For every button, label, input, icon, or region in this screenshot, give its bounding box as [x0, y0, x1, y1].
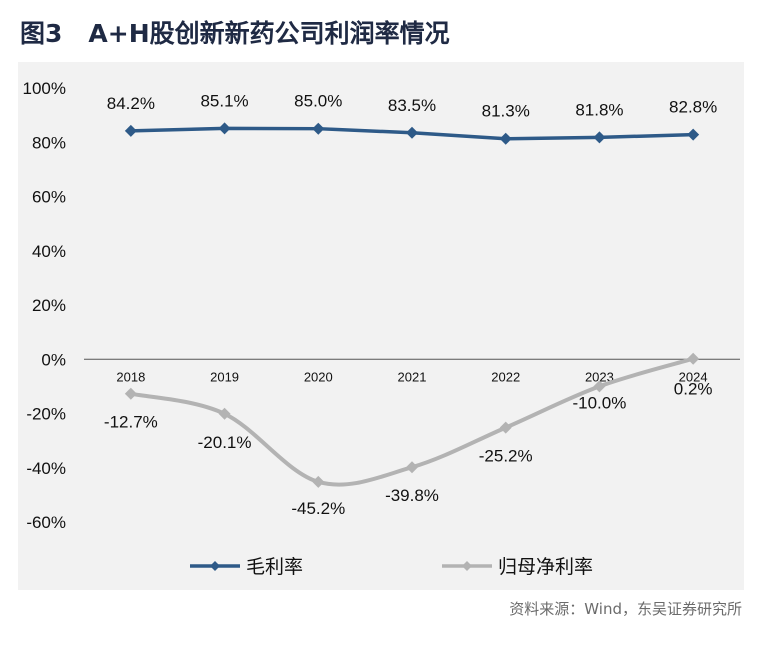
- chart-panel: 100% 80% 60% 40% 20% 0% -20% -40% -60% 2018 2019 20…: [18, 62, 744, 590]
- gross-margin-marker: [687, 128, 700, 141]
- y-tick-label: 40%: [32, 242, 66, 261]
- net-margin-marker: [687, 352, 700, 365]
- line-chart: 100% 80% 60% 40% 20% 0% -20% -40% -60% 2018 2019 20…: [23, 79, 740, 578]
- gross-margin-data-label: 82.8%: [669, 98, 717, 117]
- gross-margin-marker: [124, 124, 137, 137]
- y-tick-label: -60%: [26, 513, 66, 532]
- legend-gross-margin-label: 毛利率: [246, 556, 303, 578]
- y-tick-label: -20%: [26, 405, 66, 424]
- net-margin-marker: [499, 421, 512, 434]
- legend-gross-margin-marker: [210, 561, 220, 571]
- y-tick-label: 80%: [32, 133, 66, 152]
- gross-margin-data-label: 83.5%: [388, 96, 436, 115]
- x-tick-label: 2021: [398, 369, 427, 384]
- x-tick-label: 2024: [679, 369, 708, 384]
- net-margin-data-label: -45.2%: [291, 499, 345, 518]
- x-tick-label: 2018: [116, 369, 145, 384]
- y-tick-label: 0%: [41, 350, 66, 369]
- legend-net-margin-label: 归母净利率: [498, 556, 593, 578]
- x-tick-label: 2020: [304, 369, 333, 384]
- gross-margin-marker: [406, 126, 418, 139]
- x-tick-label: 2019: [210, 369, 239, 384]
- net-margin-data-label: 0.2%: [674, 380, 713, 399]
- gross-margin-marker: [312, 122, 325, 135]
- figure-title: 图3 A+H股创新新药公司利润率情况: [20, 14, 450, 50]
- net-margin-marker: [124, 387, 137, 400]
- net-margin-marker: [593, 380, 606, 393]
- source-note: 资料来源：Wind，东吴证券研究所: [509, 600, 742, 618]
- gross-margin-marker: [593, 131, 606, 144]
- net-margin-data-label: -39.8%: [385, 486, 439, 505]
- x-tick-label: 2023: [585, 369, 614, 384]
- gross-margin-data-label: 81.8%: [575, 100, 623, 119]
- figure-number: 图3: [20, 19, 63, 48]
- gross-margin-marker: [499, 132, 512, 145]
- net-margin-marker: [312, 475, 325, 488]
- x-tick-label: 2022: [491, 369, 520, 384]
- net-margin-data-label: -12.7%: [104, 413, 158, 432]
- legend-net-margin-marker: [462, 561, 472, 571]
- gross-margin-data-label: 81.3%: [482, 102, 530, 121]
- gross-margin-data-label: 85.1%: [200, 91, 248, 110]
- net-margin-data-label: -20.1%: [198, 433, 252, 452]
- net-margin-marker: [406, 461, 418, 474]
- net-margin-data-label: -25.2%: [479, 447, 533, 466]
- net-margin-data-label: -10.0%: [572, 393, 626, 412]
- y-tick-label: 20%: [32, 296, 66, 315]
- gross-margin-marker: [218, 122, 231, 135]
- y-tick-label: -40%: [26, 459, 66, 478]
- net-margin-marker: [218, 407, 231, 420]
- y-tick-label: 60%: [32, 188, 66, 207]
- figure-title-text: A+H股创新新药公司利润率情况: [88, 19, 450, 48]
- gross-margin-data-label: 84.2%: [107, 94, 155, 113]
- gross-margin-data-label: 85.0%: [294, 92, 342, 111]
- y-tick-label: 100%: [23, 79, 66, 98]
